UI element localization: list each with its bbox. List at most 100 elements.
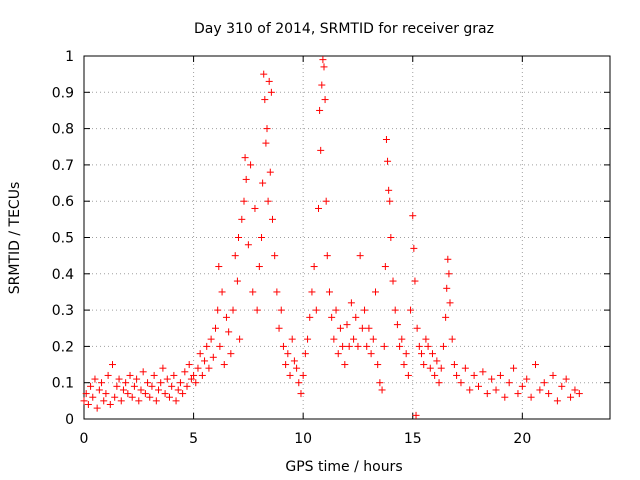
- data-point: [133, 375, 141, 383]
- data-point: [176, 379, 184, 387]
- data-point: [404, 371, 412, 379]
- data-point: [332, 306, 340, 314]
- data-point: [216, 342, 224, 350]
- data-point: [461, 364, 469, 372]
- chart-title: Day 310 of 2014, SRMTID for receiver gra…: [194, 21, 494, 37]
- data-point: [442, 313, 450, 321]
- data-point: [91, 375, 99, 383]
- data-point: [238, 215, 246, 223]
- data-point: [266, 168, 274, 176]
- data-point: [367, 350, 375, 358]
- data-point: [336, 324, 344, 332]
- axis-ticks: [83, 55, 610, 420]
- data-point: [150, 371, 158, 379]
- y-tick-label: 0: [65, 412, 74, 428]
- data-point: [284, 350, 292, 358]
- data-point: [183, 382, 191, 390]
- data-point: [240, 197, 248, 205]
- data-point: [358, 324, 366, 332]
- data-point: [201, 357, 209, 365]
- data-point: [163, 375, 171, 383]
- data-point: [82, 390, 90, 398]
- data-point: [299, 371, 307, 379]
- data-point: [439, 342, 447, 350]
- data-point: [168, 382, 176, 390]
- data-point: [220, 361, 228, 369]
- data-point: [341, 361, 349, 369]
- data-point: [315, 204, 323, 212]
- data-point: [155, 386, 163, 394]
- data-point: [365, 324, 373, 332]
- data-point: [409, 212, 417, 220]
- data-point: [170, 371, 178, 379]
- data-point: [410, 244, 418, 252]
- data-point: [470, 371, 478, 379]
- x-tick-label: 5: [189, 431, 198, 447]
- data-point: [192, 379, 200, 387]
- data-point: [215, 263, 223, 271]
- data-point: [306, 313, 314, 321]
- data-point: [567, 393, 575, 401]
- data-point: [137, 386, 145, 394]
- data-point: [387, 234, 395, 241]
- data-point: [279, 342, 287, 350]
- data-point: [185, 361, 193, 369]
- data-point: [393, 321, 401, 329]
- data-point: [575, 390, 583, 398]
- data-point: [119, 386, 127, 394]
- data-point: [249, 288, 257, 296]
- data-point: [422, 335, 430, 343]
- data-point: [205, 364, 213, 372]
- data-point: [466, 386, 474, 394]
- data-point: [445, 270, 453, 278]
- data-point: [433, 357, 441, 365]
- data-point: [255, 263, 263, 271]
- data-point: [253, 306, 261, 314]
- data-point: [209, 353, 217, 361]
- data-point: [157, 379, 165, 387]
- data-point: [268, 215, 276, 223]
- data-point: [413, 324, 421, 332]
- data-point: [84, 400, 92, 408]
- y-tick-label: 0.3: [52, 303, 74, 319]
- data-point: [187, 375, 195, 383]
- data-point: [106, 400, 114, 408]
- data-point: [258, 234, 266, 241]
- data-point: [308, 288, 316, 296]
- data-point: [102, 390, 110, 398]
- data-point: [263, 125, 271, 133]
- data-point: [450, 361, 458, 369]
- data-point: [227, 350, 235, 358]
- data-point: [135, 397, 143, 405]
- data-point: [288, 335, 296, 343]
- data-point: [505, 379, 513, 387]
- data-point: [320, 63, 328, 71]
- data-point: [265, 77, 273, 85]
- data-point: [374, 361, 382, 369]
- data-point: [148, 382, 156, 390]
- data-point: [444, 255, 452, 263]
- y-tick-label: 0.7: [52, 158, 74, 174]
- data-point: [402, 350, 410, 358]
- data-point: [428, 350, 436, 358]
- data-point: [343, 321, 351, 329]
- data-point: [536, 386, 544, 394]
- data-point: [483, 390, 491, 398]
- data-point: [310, 263, 318, 271]
- data-point: [492, 386, 500, 394]
- data-point: [214, 306, 222, 314]
- y-tick-label: 0.9: [52, 85, 74, 101]
- data-point: [159, 364, 167, 372]
- data-point: [412, 411, 420, 419]
- data-point: [518, 382, 526, 390]
- data-point: [117, 397, 125, 405]
- data-point: [316, 106, 324, 114]
- x-tick-label: 20: [513, 431, 531, 447]
- data-point: [293, 364, 301, 372]
- data-point: [415, 342, 423, 350]
- data-point: [207, 335, 215, 343]
- data-point: [295, 379, 303, 387]
- data-point: [304, 335, 312, 343]
- data-point: [222, 313, 230, 321]
